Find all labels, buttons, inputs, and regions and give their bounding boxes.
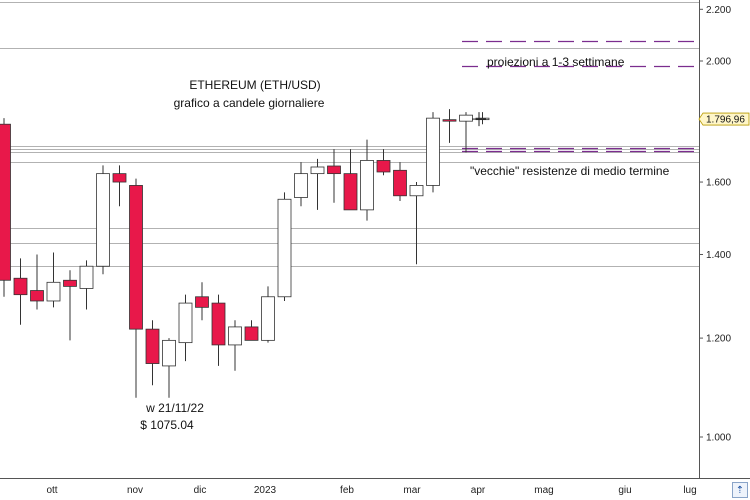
y-tick-label: 1.600: [706, 178, 731, 189]
candle-body-bear: [145, 328, 160, 364]
y-tick-label: 2.200: [706, 5, 731, 16]
candle-body-bear: [244, 326, 259, 341]
candle-body-bull: [79, 265, 94, 289]
candle: [63, 270, 77, 341]
candle: [129, 178, 143, 398]
candle: [96, 165, 110, 275]
candle-body-bear: [13, 277, 28, 296]
candle-body-bull: [46, 281, 61, 302]
y-tick-label: 2.000: [706, 57, 731, 68]
candle: [376, 149, 391, 176]
candle: [46, 252, 61, 308]
chart-title: ETHEREUM (ETH/USD): [189, 78, 320, 92]
x-tick-label: nov: [127, 485, 143, 496]
old-resistances-annotation: "vecchie" resistenze di medio termine: [470, 164, 670, 178]
candle: [145, 320, 160, 386]
candle-body-bear: [376, 160, 391, 173]
candle-body-bear: [0, 123, 11, 281]
candle: [310, 158, 325, 210]
x-tick-label: 2023: [254, 485, 277, 496]
candle: [0, 118, 11, 297]
x-tick-label: ott: [46, 485, 57, 496]
x-tick-label: apr: [471, 485, 486, 496]
candle-body-bear: [211, 302, 226, 346]
candle: [343, 149, 358, 211]
candle-body-bull: [96, 173, 110, 267]
candle: [261, 286, 275, 343]
current-price-box: [698, 112, 750, 126]
candle-body-bull: [162, 339, 176, 367]
x-tick-labels: ott nov dic 2023 feb mar apr mag giu lug: [46, 485, 696, 496]
axes: [0, 0, 750, 479]
candle-body-bear: [63, 279, 77, 287]
candle-body-bear: [129, 185, 143, 330]
x-tick-label: dic: [194, 485, 207, 496]
candle: [327, 149, 341, 203]
candle: [178, 294, 193, 362]
candle-body-bull: [294, 173, 308, 198]
y-tick-labels: 1.000 1.200 1.400 1.600 2.000 2.200: [699, 5, 731, 444]
candle: [442, 109, 457, 143]
x-tick-label: mar: [403, 485, 421, 496]
low-price-annotation: $ 1075.04: [140, 418, 194, 432]
candle-body-bull: [178, 302, 193, 344]
x-tick-label: lug: [683, 485, 696, 496]
y-tick-label: 1.400: [706, 250, 731, 261]
current-price-label: 1.796,96: [706, 115, 745, 126]
candle: [30, 254, 44, 310]
candle: [277, 192, 292, 301]
low-date-annotation: w 21/11/22: [145, 401, 204, 415]
candle-body-bear: [195, 296, 209, 308]
candle-body-bull: [261, 296, 275, 341]
candle: [426, 112, 440, 193]
candle-body-bull: [459, 114, 473, 122]
x-tick-label: giu: [618, 485, 631, 496]
candle-body-bull: [426, 117, 440, 186]
chart-subtitle: grafico a candele giornaliere: [174, 96, 325, 110]
candle-body-bear: [327, 165, 341, 175]
horizontal-lines: [0, 2, 699, 267]
candle: [195, 282, 209, 321]
candle-body-bear: [442, 119, 457, 122]
candle: [211, 294, 226, 366]
candle: [393, 162, 407, 202]
candle-body-bear: [343, 173, 358, 211]
projections-annotation: proiezioni a 1-3 settimane: [487, 55, 625, 69]
candle: [112, 165, 127, 207]
candle: [360, 139, 374, 221]
current-price-marker: 1.796,96: [472, 112, 750, 127]
candle: [162, 338, 176, 398]
y-tick-label: 1.000: [706, 433, 731, 444]
x-tick-label: feb: [340, 485, 354, 496]
candle: [294, 162, 308, 207]
candle-body-bull: [277, 198, 292, 298]
candle-body-bull: [228, 326, 242, 346]
candle: [409, 182, 424, 265]
candle: [79, 260, 94, 310]
scroll-to-latest-button[interactable]: ⇡: [732, 482, 748, 498]
candle-body-bear: [112, 173, 127, 183]
candle-body-bull: [409, 185, 424, 197]
y-tick-label: 1.200: [706, 334, 731, 345]
candle: [244, 320, 259, 341]
candle: [228, 320, 242, 371]
candle-body-bear: [393, 169, 407, 197]
candle: [13, 258, 28, 325]
candles: [0, 109, 490, 398]
x-tick-label: mag: [534, 485, 553, 496]
candle: [459, 112, 473, 153]
candle-body-bear: [30, 290, 44, 302]
candle-body-bull: [360, 160, 374, 211]
candle-body-bull: [310, 166, 325, 175]
